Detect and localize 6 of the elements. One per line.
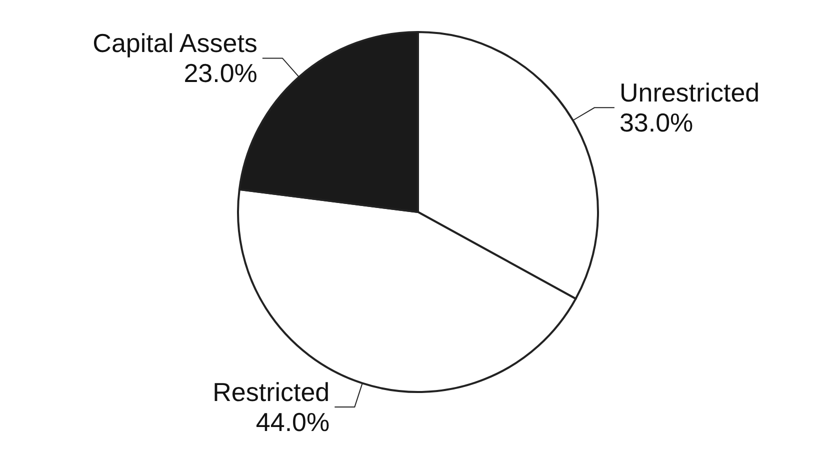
slice-label: Restricted <box>212 376 330 407</box>
data-label: 33.0% <box>619 108 694 138</box>
data-label: 44.0% <box>256 406 330 437</box>
slice-label: Unrestricted <box>619 78 760 108</box>
data-label: 23.0% <box>184 58 258 88</box>
slice-label: Capital Assets <box>92 28 258 58</box>
